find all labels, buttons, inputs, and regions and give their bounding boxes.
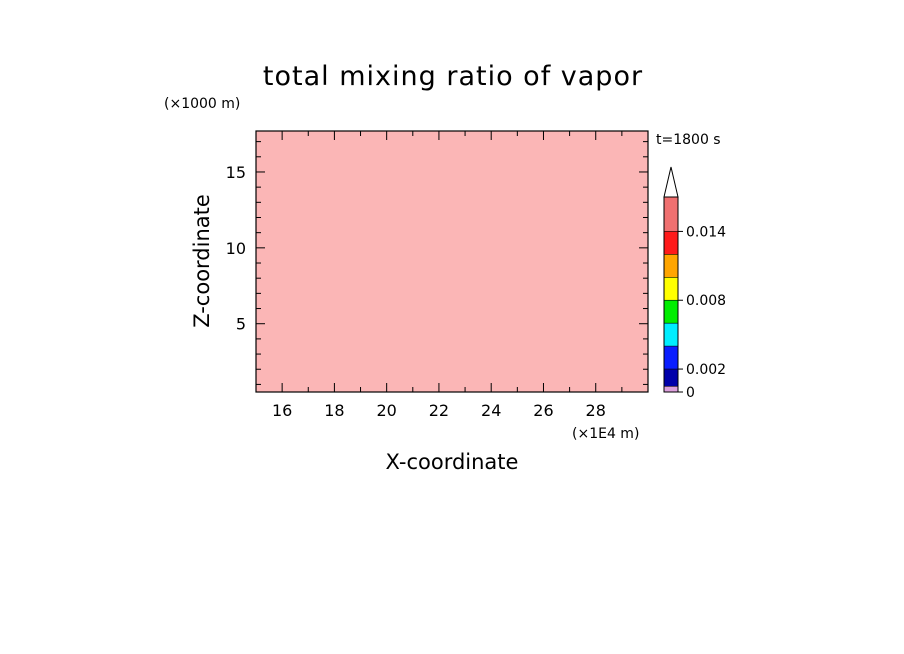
colorbar: 0 0.002 0.008 0.014 (663, 166, 726, 401)
y-tick-label: 10 (226, 239, 246, 258)
colorbar-tick-label: 0.002 (686, 362, 726, 378)
y-axis: 5 10 15 (226, 141, 648, 385)
x-axis-label: X-coordinate (386, 450, 519, 474)
x-axis: 16 18 20 22 24 26 28 (255, 131, 649, 420)
contour-bands (256, 131, 648, 392)
x-unit-label: (×1E4 m) (572, 426, 639, 442)
colorbar-swatch (664, 369, 678, 387)
x-tick-label: 28 (586, 401, 606, 420)
y-axis-label: Z-coordinate (190, 194, 214, 328)
colorbar-swatch (664, 197, 678, 232)
x-tick-label: 16 (272, 401, 292, 420)
colorbar-swatch (664, 277, 678, 301)
x-tick-label: 24 (481, 401, 501, 420)
colorbar-swatch (664, 231, 678, 255)
y-tick-label: 5 (236, 315, 246, 334)
plot-frame (255, 130, 649, 393)
x-tick-label: 18 (324, 401, 344, 420)
colorbar-tick-label: 0.008 (686, 293, 726, 309)
x-tick-label: 22 (429, 401, 449, 420)
contour-band (256, 131, 648, 392)
chart-title: total mixing ratio of vapor (263, 61, 643, 92)
colorbar-tick-label: 0.014 (686, 224, 726, 240)
y-tick-label: 15 (226, 163, 246, 182)
time-label: t=1800 s (656, 132, 721, 148)
colorbar-swatch (664, 386, 678, 392)
x-tick-label: 26 (533, 401, 553, 420)
x-tick-label: 20 (376, 401, 396, 420)
colorbar-tick-label: 0 (686, 385, 695, 401)
contour-band-edge (256, 390, 648, 392)
colorbar-swatch (664, 323, 678, 347)
y-unit-label: (×1000 m) (164, 96, 240, 112)
colorbar-extend-arrow (663, 166, 679, 198)
colorbar-swatch (664, 300, 678, 324)
colorbar-swatch (664, 346, 678, 370)
colorbar-swatch (664, 254, 678, 278)
